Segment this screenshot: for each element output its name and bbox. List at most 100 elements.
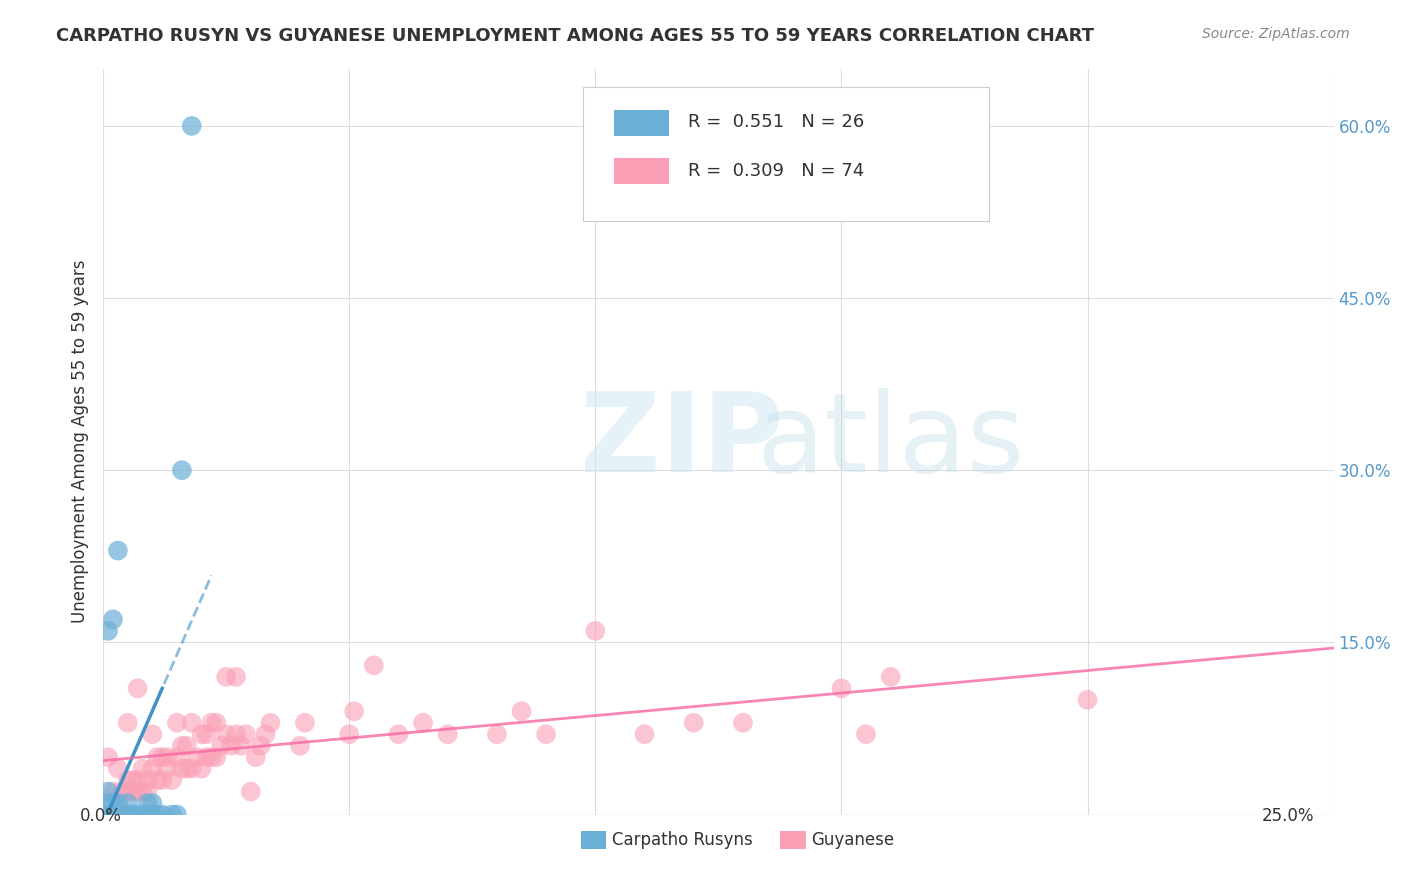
Point	[117, 784, 139, 798]
Point	[101, 807, 124, 822]
Point	[180, 119, 202, 133]
Point	[141, 727, 163, 741]
Point	[485, 727, 508, 741]
Point	[200, 750, 222, 764]
Point	[107, 807, 129, 822]
Point	[180, 762, 202, 776]
Text: R =  0.551   N = 26: R = 0.551 N = 26	[688, 113, 863, 131]
Point	[121, 807, 143, 822]
Text: CARPATHO RUSYN VS GUYANESE UNEMPLOYMENT AMONG AGES 55 TO 59 YEARS CORRELATION CH: CARPATHO RUSYN VS GUYANESE UNEMPLOYMENT …	[56, 27, 1094, 45]
Text: Carpatho Rusyns: Carpatho Rusyns	[612, 831, 752, 849]
Point	[1076, 693, 1098, 707]
Point	[190, 727, 212, 741]
Point	[117, 773, 139, 788]
Point	[239, 784, 262, 798]
Point	[583, 624, 606, 638]
Point	[150, 773, 173, 788]
Point	[225, 727, 247, 741]
Point	[176, 739, 198, 753]
Point	[166, 750, 188, 764]
Text: 25.0%: 25.0%	[1263, 807, 1315, 825]
Point	[186, 750, 208, 764]
Point	[121, 773, 143, 788]
Point	[219, 739, 242, 753]
Point	[97, 784, 120, 798]
Point	[879, 670, 901, 684]
Point	[107, 796, 129, 810]
Point	[146, 773, 169, 788]
Point	[97, 750, 120, 764]
Point	[141, 807, 163, 822]
Point	[830, 681, 852, 696]
Point	[131, 807, 153, 822]
Point	[259, 715, 281, 730]
Point	[156, 762, 179, 776]
FancyBboxPatch shape	[583, 87, 988, 221]
Point	[170, 463, 193, 477]
Point	[121, 784, 143, 798]
Point	[682, 715, 704, 730]
Point	[190, 762, 212, 776]
Point	[166, 715, 188, 730]
Point	[205, 750, 228, 764]
FancyBboxPatch shape	[614, 158, 669, 184]
Point	[101, 796, 124, 810]
Point	[97, 796, 120, 810]
Point	[195, 727, 218, 741]
Point	[288, 739, 311, 753]
FancyBboxPatch shape	[614, 110, 669, 136]
Point	[150, 750, 173, 764]
Point	[111, 807, 134, 822]
Point	[136, 796, 159, 810]
Point	[101, 784, 124, 798]
Point	[229, 739, 252, 753]
Text: atlas: atlas	[756, 388, 1025, 495]
Point	[195, 750, 218, 764]
Point	[633, 727, 655, 741]
Point	[436, 727, 458, 741]
Text: Source: ZipAtlas.com: Source: ZipAtlas.com	[1202, 27, 1350, 41]
Point	[176, 762, 198, 776]
Point	[127, 784, 149, 798]
Point	[215, 670, 238, 684]
Text: ZIP: ZIP	[579, 388, 783, 495]
Point	[127, 773, 149, 788]
Point	[117, 715, 139, 730]
Point	[107, 543, 129, 558]
Point	[107, 762, 129, 776]
Point	[97, 807, 120, 822]
Point	[855, 727, 877, 741]
Point	[170, 762, 193, 776]
Point	[534, 727, 557, 741]
Point	[387, 727, 409, 741]
Point	[131, 784, 153, 798]
Point	[117, 807, 139, 822]
Point	[510, 704, 533, 718]
Point	[249, 739, 271, 753]
Point	[136, 773, 159, 788]
Point	[205, 715, 228, 730]
Text: 0.0%: 0.0%	[80, 807, 122, 825]
Point	[200, 715, 222, 730]
Point	[97, 624, 120, 638]
Point	[141, 762, 163, 776]
Point	[156, 750, 179, 764]
Point	[146, 750, 169, 764]
Point	[150, 807, 173, 822]
Point	[136, 784, 159, 798]
Point	[131, 762, 153, 776]
Point	[337, 727, 360, 741]
Point	[225, 670, 247, 684]
Point	[363, 658, 385, 673]
Y-axis label: Unemployment Among Ages 55 to 59 years: Unemployment Among Ages 55 to 59 years	[72, 260, 89, 624]
Point	[209, 739, 232, 753]
Point	[180, 715, 202, 730]
Point	[215, 727, 238, 741]
Point	[146, 807, 169, 822]
Point	[170, 739, 193, 753]
Point	[101, 612, 124, 626]
Point	[111, 784, 134, 798]
Point	[127, 807, 149, 822]
Point	[412, 715, 434, 730]
Point	[160, 807, 183, 822]
